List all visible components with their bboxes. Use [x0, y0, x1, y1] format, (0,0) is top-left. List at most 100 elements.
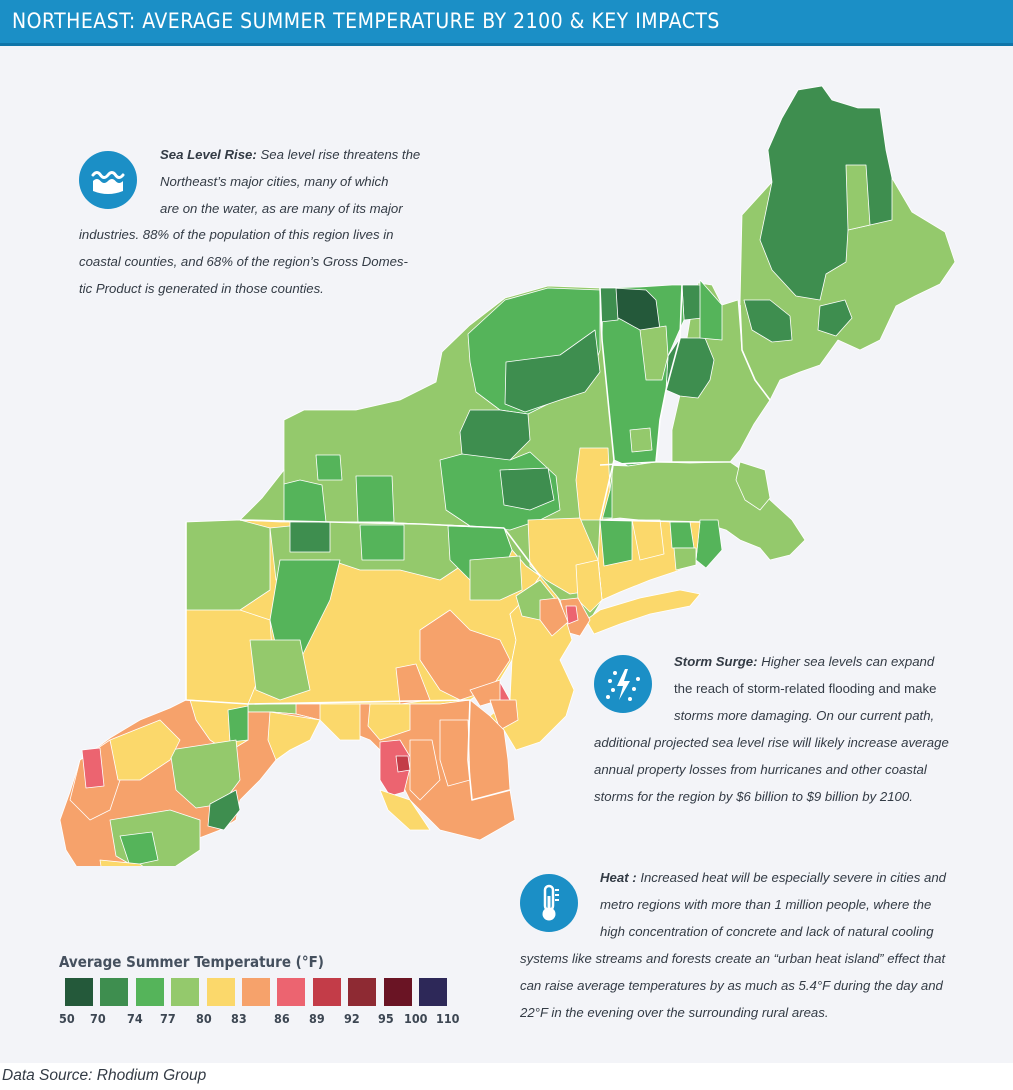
region-pa-bradford [359, 524, 405, 561]
region-pa-southwest-green [249, 639, 311, 701]
region-ma-east [735, 461, 771, 511]
legend-tick-86: 86 [274, 1011, 290, 1026]
region-maine-coast-a [817, 299, 853, 337]
region-pa-erie [185, 519, 271, 613]
temperature-map [59, 85, 956, 866]
region-wv-mid [109, 719, 181, 781]
region-md-central [319, 703, 361, 741]
legend-swatch-83 [242, 978, 270, 1006]
legend-swatch-100 [419, 978, 447, 1006]
region-nj-camden [489, 699, 519, 731]
legend-tick-89: 89 [309, 1011, 325, 1026]
legend-tick-50: 50 [59, 1011, 75, 1026]
region-ny-westchester [575, 559, 603, 613]
region-vt-light-a [639, 325, 669, 381]
region-nh-mid [699, 279, 723, 341]
heat-line-1: Heat : Increased heat will be especially… [600, 870, 946, 885]
legend-swatch-70 [100, 978, 128, 1006]
region-ny-hudson [575, 447, 611, 521]
heat-line-2: metro regions with more than 1 million p… [600, 897, 932, 912]
storm-surge-line-6: storms for the region by $6 billion to $… [594, 789, 913, 804]
region-wv-panhandle [267, 711, 321, 761]
region-vt-nw [599, 287, 619, 323]
legend-swatch-77 [171, 978, 199, 1006]
sea-level-line-4: industries. 88% of the population of thi… [79, 227, 394, 242]
region-maine-north [759, 85, 893, 301]
region-ct-litchfield [599, 519, 633, 567]
legend-tick-83: 83 [231, 1011, 247, 1026]
region-md-southern [379, 789, 431, 831]
legend-swatch-50 [65, 978, 93, 1006]
storm-surge-line-5: annual property losses from hurricanes a… [594, 762, 927, 777]
legend-swatch-95 [384, 978, 412, 1006]
legend-tick-77: 77 [160, 1011, 176, 1026]
storm-rain-lightning-icon [594, 655, 652, 713]
sea-level-line-2: Northeast’s major cities, many of which [160, 174, 389, 189]
data-source: Data Source: Rhodium Group [2, 1067, 207, 1084]
heat-line-5: can raise average temperatures by as muc… [520, 978, 943, 993]
region-ny-finger-a [279, 479, 327, 523]
region-ct-windham [673, 547, 697, 571]
region-maine-strip [845, 164, 871, 231]
legend-tick-95: 95 [378, 1011, 394, 1026]
region-md-anne-arundel [409, 739, 441, 801]
region-pa-north-strip [289, 521, 331, 553]
legend-swatch-86 [277, 978, 305, 1006]
sea-level-heading: Sea Level Rise: [160, 147, 257, 162]
region-md-carroll [367, 703, 411, 741]
region-long-island [585, 589, 701, 635]
legend-swatch-92 [348, 978, 376, 1006]
region-ct-hartford [631, 519, 665, 561]
heat-line-3: high concentration of concrete and lack … [600, 924, 934, 939]
region-maine-central [743, 299, 793, 343]
legend-tick-74: 74 [127, 1011, 143, 1026]
storm-surge-line-3: storms more damaging. On our current pat… [674, 708, 935, 723]
heat-line-4: systems like streams and forests create … [520, 951, 946, 966]
region-pa-southeast [419, 609, 511, 701]
region-ny-hamilton [504, 329, 601, 413]
legend-title: Average Summer Temperature (°F) [59, 953, 324, 971]
region-nh-coos [681, 284, 703, 321]
region-ny-finger-c [355, 475, 395, 523]
region-wv-south-green [119, 831, 159, 866]
region-ny-erie [239, 469, 285, 523]
region-nyc-core [565, 605, 579, 625]
heat-heading: Heat : [600, 870, 637, 885]
region-md-baltimore [379, 739, 413, 797]
sea-level-line-1: Sea Level Rise: Sea level rise threatens… [160, 147, 421, 162]
storm-surge-line-2: the reach of storm-related flooding and … [674, 681, 937, 696]
region-ct-tolland [669, 521, 695, 549]
sea-level-line-3: are on the water, as are many of its maj… [160, 201, 403, 216]
region-wv-dark [207, 789, 241, 831]
region-wv-southern-tip [99, 859, 144, 866]
region-vt-light-b [629, 427, 653, 453]
thermometer-icon [520, 874, 578, 932]
region-wv-west-red [81, 747, 105, 789]
storm-surge-line-4: additional projected sea level rise will… [594, 735, 949, 750]
region-pa-central [269, 559, 341, 665]
sea-level-line-6: tic Product is generated in those counti… [79, 281, 324, 296]
legend-tick-80: 80 [196, 1011, 212, 1026]
storm-surge-line-1: Storm Surge: Higher sea levels can expan… [674, 654, 935, 669]
region-md-eastern [439, 719, 471, 787]
region-nj-bergen [539, 597, 569, 637]
header-bar: NORTHEAST: AVERAGE SUMMER TEMPERATURE BY… [0, 0, 1013, 46]
region-pa-luzerne [469, 555, 523, 601]
legend-swatch-74 [136, 978, 164, 1006]
legend-tick-70: 70 [90, 1011, 106, 1026]
heat-line-6: 22°F in the evening over the surrounding… [520, 1005, 829, 1020]
region-wv-green-a [227, 705, 249, 743]
legend-swatch-80 [207, 978, 235, 1006]
region-rhode-island [695, 519, 723, 569]
region-dc [395, 755, 411, 773]
page-title: NORTHEAST: AVERAGE SUMMER TEMPERATURE BY… [12, 9, 720, 33]
legend-tick-110: 110 [436, 1011, 460, 1026]
region-ny-finger-b [315, 454, 343, 481]
legend-swatch-89 [313, 978, 341, 1006]
region-ny-catskill-b [499, 467, 555, 511]
wave-water-icon [79, 151, 137, 209]
legend-tick-100: 100 [404, 1011, 428, 1026]
legend-tick-92: 92 [344, 1011, 360, 1026]
storm-surge-heading: Storm Surge: [674, 654, 758, 669]
sea-level-line-5: coastal counties, and 68% of the region’… [79, 254, 408, 269]
